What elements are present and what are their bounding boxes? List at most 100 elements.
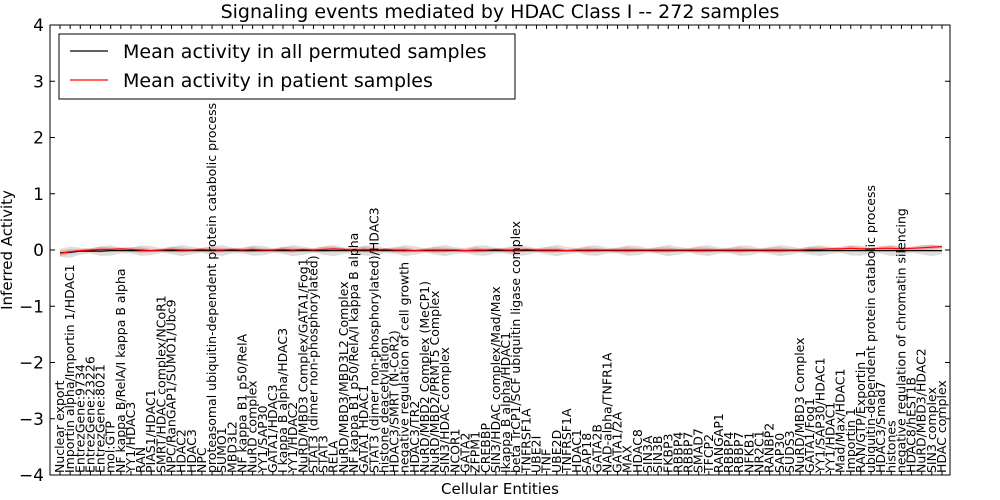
x-tick-label: MAX (620, 445, 635, 473)
x-tick-label: negative regulation of chromatin silenci… (893, 208, 908, 473)
x-tick-label: NuRD/MBD3 Complex/GATA1/Fog1 (295, 258, 310, 473)
legend-label-permuted: Mean activity in all permuted samples (123, 41, 486, 63)
x-tick-label: NF kappa B1 p50/RelA (235, 333, 250, 473)
x-tick-label: SAP18 (579, 433, 594, 473)
x-tick-label: RBBP4 (721, 432, 736, 473)
y-axis: 4 3 2 1 0 −1 −2 −3 −4 (19, 16, 950, 486)
legend-box (58, 33, 516, 100)
x-tick-label: SMRT/HDAC complex/NCoR1 (153, 295, 168, 473)
x-tick-label: SIN3A (640, 435, 655, 473)
x-tick-label: histones (883, 420, 898, 473)
x-tick-label: TNFRSF1A (559, 408, 574, 474)
x-tick-label: RBBP7 (681, 432, 696, 473)
x-tick-label: FKBP3 (660, 434, 675, 473)
x-tick-label: NuRD/MBD2 Complex (MeCP1) (417, 281, 432, 473)
x-tick-label: RANBP2 (762, 423, 777, 473)
x-tick-label: PIAS1/HDAC1 (143, 389, 158, 473)
x-tick-label: NAD-alpha/TNFR1A (599, 352, 614, 473)
x-tick-label: NuRD/MBD3/MBD3L2 Complex (336, 281, 351, 473)
x-tick-label: SIN3B (650, 436, 665, 474)
series-line-patient (59, 246, 943, 254)
x-tick-label: HDAC8/hEST1B (904, 377, 919, 473)
y-tick-label: 2 (33, 129, 44, 149)
x-tick-label: Importin alpha/Importin 1/HDAC1 (62, 264, 77, 473)
x-tick-label: NuRD complex (245, 380, 260, 473)
x-tick-label: ubiquitin-dependent protein catabolic pr… (863, 185, 878, 473)
x-tick-label: NF kappa B/RelA/I kappa B alpha (113, 268, 128, 473)
x-tick-label: GATA2 (458, 433, 473, 473)
x-tick-label: NFKB1 (741, 432, 756, 473)
x-tick-label: NPC/RanGAP1/SUMO1/Ubc9 (164, 299, 179, 473)
chart-title: Signaling events mediated by HDAC Class … (221, 1, 780, 23)
y-tick-label: 1 (33, 185, 44, 205)
x-tick-label: NPC (194, 447, 209, 473)
x-tick-label: Mad/Max/HDAC1 (833, 369, 848, 473)
x-tick-label: MBD3L2 (224, 421, 239, 473)
x-tick-label: NR2C1 (752, 430, 767, 473)
x-tick-label: Ikappa B alpha/HDAC1 (498, 332, 513, 473)
y-tick-label: −1 (19, 297, 44, 317)
x-tick-label: RANGAP1 (711, 413, 726, 473)
x-tick-label: SIN3 complex (924, 387, 939, 473)
x-tick-label: YY1/HDAC1 (823, 402, 838, 474)
x-tick-label: NF kappa B1 p50/RelA/I kappa B alpha (346, 233, 361, 473)
x-tick-label: UBE2D (549, 430, 564, 473)
x-tick-label: GATA1 HDAC1 (356, 385, 371, 473)
x-tick-label: SIN3/HDAC complex (437, 347, 452, 473)
x-tick-label: GATA1/2A (610, 411, 625, 473)
x-tick-label: RAN (133, 447, 148, 473)
x-tick-label: HDAC3/Smad7 (873, 381, 888, 473)
y-tick-label: 4 (33, 16, 44, 36)
x-tick-label: STAT3 (dimer non-phosphorylated)/HDAC3 (366, 207, 381, 473)
x-tick-label: NuRD/MBD2/PRMT5 Complex (427, 291, 442, 473)
x-tick-label: HDAC3 (184, 429, 199, 473)
x-tick-label: EntrezGene:23226 (82, 356, 97, 473)
x-tick-label: HDAC3/TR2 (407, 401, 422, 473)
x-tick-label: Importin 1 (843, 408, 858, 473)
x-tick-label: SMAD7 (691, 428, 706, 473)
x-tick-label: RELA (326, 440, 341, 473)
x-tick-label: STAT3 (dimer non-phosphorylated) (305, 255, 320, 473)
x-tick-label: UBE2I (529, 436, 544, 473)
x-axis-label: Cellular Entities (441, 480, 559, 498)
x-tick-label: I kappa B alpha/HDAC3 (275, 328, 290, 473)
x-tick-label: SAP30 (772, 433, 787, 473)
y-tick-label: 0 (33, 241, 44, 261)
x-tick-label: GATA1/Fog1 (802, 398, 817, 473)
x-tick-label: Nuclear export (52, 380, 67, 473)
x-tick-label: HDAC3/SMRT (N-CoR2) (387, 330, 402, 473)
x-tick-label: RBBP4 (670, 432, 685, 473)
legend: Mean activity in all permuted samples Me… (58, 33, 516, 100)
x-tick-label: HDAC1 (569, 429, 584, 473)
y-tick-label: 3 (33, 72, 44, 92)
x-tick-label: TFCP2 (701, 434, 716, 474)
x-tick-label: YY1/SAP30/HDAC1 (812, 357, 827, 474)
x-tick-label: HDAC complex (934, 380, 949, 473)
x-tick-label: YY1/HDAC2 (285, 402, 300, 474)
x-tick-label: histone deacetylation (376, 338, 391, 473)
x-tick-label: SUMO1 (214, 427, 229, 473)
y-tick-label: −3 (19, 410, 44, 430)
x-tick-label: STAT3 (316, 435, 331, 473)
x-tick-label: NuRD/MBD3/HDAC2 (914, 348, 929, 473)
x-tick-label: RBBP7 (731, 432, 746, 473)
x-tick-label: SIN3/HDAC complex/Mad/Max (488, 286, 503, 473)
x-tick-label: proteasomal ubiquitin-dependent protein … (204, 103, 219, 473)
series-lines (59, 246, 943, 254)
y-tick-label: −2 (19, 354, 44, 374)
x-tick-label: TNFRSF1A (518, 408, 533, 474)
x-tick-label: mol:GTP (103, 421, 118, 473)
x-tick-label: GATA2B (589, 424, 604, 473)
x-tick-label: beta TrCP1/SCF ubiquitin ligase complex (508, 221, 523, 473)
x-tick-label: negative regulation of cell growth (397, 262, 412, 473)
x-tick-label: NuRD/MBD3 Complex (792, 337, 807, 473)
x-tick-label: GATA1/HDAC3 (265, 385, 280, 473)
x-tick-label: ZFPM1 (468, 431, 483, 473)
x-tick-label: TNF (539, 449, 554, 474)
x-tick-label: RAN/GTP/Exportin 1 (853, 350, 868, 473)
x-tick-label: YY1/HDAC3 (123, 402, 138, 474)
x-tick-label: YY1/SAP30 (255, 405, 270, 474)
y-tick-label: −4 (19, 466, 44, 486)
